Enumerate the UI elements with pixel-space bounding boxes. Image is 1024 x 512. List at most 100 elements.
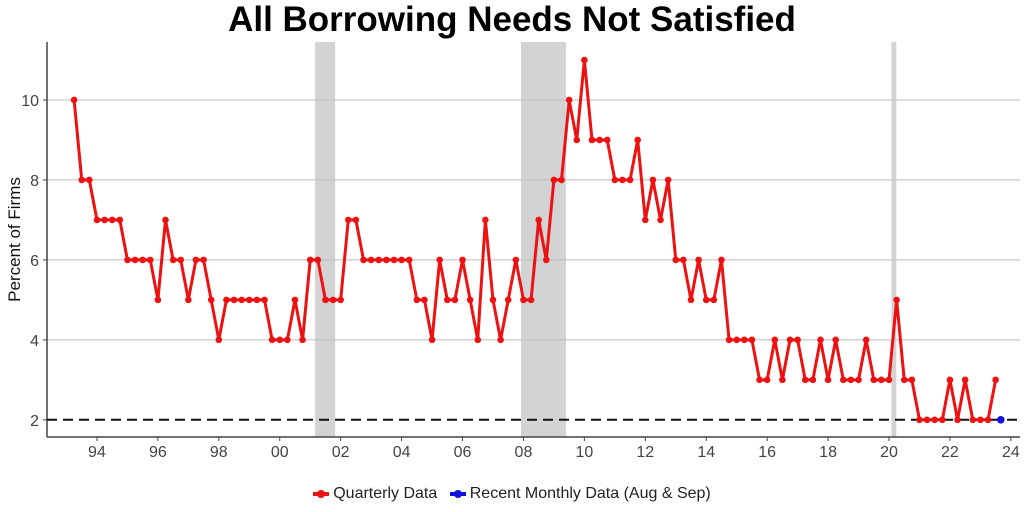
quarterly-point bbox=[786, 336, 794, 344]
x-tick-label: 16 bbox=[758, 444, 776, 461]
quarterly-point bbox=[550, 176, 558, 184]
quarterly-point bbox=[177, 256, 185, 264]
quarterly-point bbox=[954, 416, 961, 424]
quarterly-point bbox=[878, 376, 885, 384]
quarterly-point bbox=[801, 376, 809, 384]
quarterly-point bbox=[923, 416, 931, 424]
quarterly-point bbox=[588, 136, 596, 144]
quarterly-point bbox=[763, 376, 771, 384]
quarterly-point bbox=[794, 336, 801, 344]
quarterly-point bbox=[474, 336, 482, 344]
quarterly-point bbox=[276, 336, 284, 344]
legend-swatch bbox=[313, 490, 330, 498]
quarterly-point bbox=[535, 216, 542, 224]
quarterly-point bbox=[459, 256, 466, 264]
recession-band bbox=[315, 42, 336, 437]
quarterly-point bbox=[497, 336, 504, 344]
quarterly-point bbox=[482, 216, 489, 224]
quarterly-point bbox=[451, 296, 459, 304]
quarterly-point bbox=[603, 136, 611, 144]
x-tick-label: 12 bbox=[636, 444, 654, 461]
quarterly-point bbox=[695, 256, 702, 264]
quarterly-point bbox=[223, 296, 230, 304]
quarterly-point bbox=[619, 176, 626, 184]
quarterly-point bbox=[284, 336, 291, 344]
quarterly-point bbox=[931, 416, 939, 424]
quarterly-point bbox=[817, 336, 824, 344]
quarterly-point bbox=[261, 296, 268, 304]
quarterly-point bbox=[375, 256, 383, 264]
x-tick-label: 00 bbox=[271, 444, 289, 461]
quarterly-point bbox=[824, 376, 832, 384]
x-tick-label: 10 bbox=[575, 444, 593, 461]
y-tick-label: 10 bbox=[21, 93, 39, 110]
quarterly-point bbox=[710, 296, 718, 304]
quarterly-point bbox=[885, 376, 893, 384]
quarterly-point bbox=[390, 256, 398, 264]
quarterly-point bbox=[900, 376, 908, 384]
quarterly-point bbox=[398, 256, 405, 264]
quarterly-point bbox=[977, 416, 984, 424]
quarterly-point bbox=[908, 376, 916, 384]
quarterly-point bbox=[657, 216, 664, 224]
quarterly-point bbox=[718, 256, 725, 264]
monthly-point bbox=[997, 416, 1005, 424]
quarterly-point bbox=[139, 256, 146, 264]
quarterly-point bbox=[992, 376, 999, 384]
quarterly-point bbox=[169, 256, 177, 264]
legend-item-monthly: Recent Monthly Data (Aug & Sep) bbox=[449, 485, 711, 503]
quarterly-point bbox=[741, 336, 748, 344]
quarterly-point bbox=[725, 336, 733, 344]
legend: Quarterly Data Recent Monthly Data (Aug … bbox=[0, 483, 1024, 503]
quarterly-point bbox=[634, 136, 641, 144]
quarterly-point bbox=[687, 296, 695, 304]
x-tick-label: 24 bbox=[1002, 444, 1020, 461]
quarterly-point bbox=[672, 256, 680, 264]
quarterly-point bbox=[527, 296, 535, 304]
quarterly-point bbox=[611, 176, 619, 184]
quarterly-point bbox=[771, 336, 779, 344]
quarterly-point bbox=[344, 216, 352, 224]
quarterly-point bbox=[855, 376, 862, 384]
quarterly-point bbox=[961, 376, 969, 384]
quarterly-point bbox=[192, 256, 200, 264]
y-tick-label: 2 bbox=[30, 413, 39, 430]
y-axis-label: Percent of Firms bbox=[5, 177, 24, 302]
quarterly-point bbox=[893, 296, 900, 304]
y-tick-label: 8 bbox=[30, 173, 39, 190]
quarterly-point bbox=[939, 416, 946, 424]
quarterly-point bbox=[779, 376, 786, 384]
quarterly-point bbox=[207, 296, 215, 304]
quarterly-point bbox=[230, 296, 238, 304]
quarterly-point bbox=[840, 376, 847, 384]
quarterly-point bbox=[748, 336, 756, 344]
quarterly-point bbox=[405, 256, 413, 264]
quarterly-point bbox=[870, 376, 878, 384]
quarterly-point bbox=[200, 256, 207, 264]
quarterly-point bbox=[329, 296, 337, 304]
quarterly-point bbox=[185, 296, 192, 304]
quarterly-point bbox=[626, 176, 634, 184]
quarterly-point bbox=[124, 256, 131, 264]
recession-band bbox=[891, 42, 897, 437]
y-tick-label: 4 bbox=[30, 333, 39, 350]
quarterly-point bbox=[352, 216, 360, 224]
x-tick-label: 94 bbox=[88, 444, 106, 461]
quarterly-point bbox=[664, 176, 672, 184]
quarterly-point bbox=[946, 376, 954, 384]
x-tick-label: 22 bbox=[941, 444, 959, 461]
quarterly-point bbox=[642, 216, 649, 224]
quarterly-point bbox=[504, 296, 512, 304]
quarterly-point bbox=[756, 376, 763, 384]
quarterly-point bbox=[565, 96, 573, 104]
quarterly-point bbox=[70, 96, 78, 104]
quarterly-point bbox=[322, 296, 329, 304]
quarterly-point bbox=[215, 336, 223, 344]
quarterly-point bbox=[367, 256, 375, 264]
quarterly-point bbox=[832, 336, 839, 344]
quarterly-point bbox=[680, 256, 687, 264]
quarterly-point bbox=[299, 336, 306, 344]
quarterly-point bbox=[702, 296, 710, 304]
quarterly-point bbox=[809, 376, 817, 384]
